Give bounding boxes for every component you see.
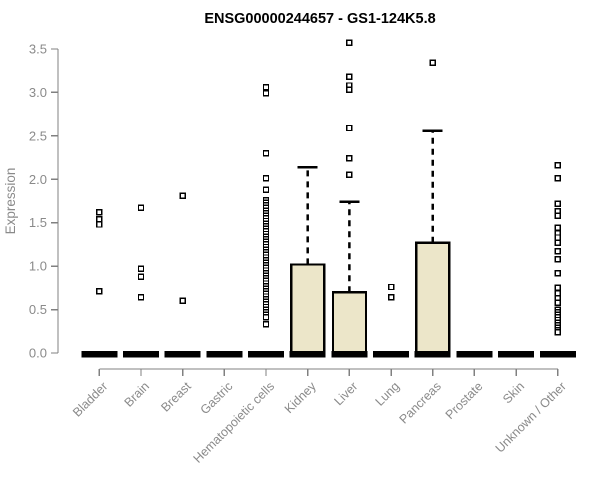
- y-tick-label: 1.5: [29, 215, 47, 230]
- x-category-label: Bladder: [70, 379, 110, 419]
- data-point: [96, 221, 103, 228]
- data-point: [137, 265, 145, 272]
- data-point: [346, 73, 353, 80]
- median-bar: [414, 351, 451, 358]
- median-bar: [373, 351, 410, 358]
- data-point: [262, 150, 270, 157]
- x-category-label: Kidney: [282, 379, 319, 416]
- data-point: [262, 175, 270, 182]
- data-point: [387, 294, 395, 301]
- data-point: [554, 299, 561, 306]
- box: [415, 241, 451, 355]
- median-bar: [164, 351, 201, 358]
- y-axis-title: Expression: [3, 168, 18, 235]
- data-point: [554, 289, 561, 297]
- data-point: [429, 59, 436, 67]
- data-point: [554, 234, 561, 241]
- data-point: [262, 314, 270, 321]
- data-point: [262, 90, 270, 97]
- data-point: [137, 294, 145, 301]
- median-bar: [456, 351, 493, 358]
- median-bar: [248, 351, 285, 358]
- data-point: [554, 255, 561, 263]
- x-category-label: Pancreas: [397, 379, 444, 426]
- y-tick-label: 0.0: [29, 346, 47, 361]
- data-point: [262, 84, 270, 91]
- data-point: [346, 155, 353, 162]
- y-tick-label: 3.5: [29, 42, 47, 57]
- data-point: [137, 204, 145, 212]
- median-bar: [122, 351, 159, 358]
- x-category-label: Lung: [373, 379, 403, 409]
- chart-title: ENSG00000244657 - GS1-124K5.8: [204, 11, 435, 27]
- y-tick-label: 2.0: [29, 172, 47, 187]
- data-point: [346, 86, 353, 94]
- data-point: [179, 192, 186, 199]
- data-point: [346, 171, 353, 179]
- y-tick-label: 1.0: [29, 259, 47, 274]
- box: [290, 263, 326, 355]
- data-point: [96, 288, 103, 295]
- x-category-label: Brain: [122, 379, 153, 410]
- data-point: [554, 175, 561, 182]
- y-tick-label: 3.0: [29, 85, 47, 100]
- y-tick-label: 0.5: [29, 302, 47, 317]
- x-category-label: Prostate: [443, 379, 486, 422]
- x-category-label: Unknown / Other: [493, 379, 569, 455]
- data-point: [554, 328, 561, 336]
- data-point: [137, 273, 145, 280]
- data-point: [96, 216, 103, 223]
- data-point: [554, 200, 561, 207]
- data-point: [554, 212, 561, 219]
- data-point: [554, 162, 561, 169]
- data-point: [554, 224, 561, 232]
- median-bar: [81, 351, 118, 358]
- data-point: [554, 269, 561, 277]
- axes: 0.0 0.5 1.0 1.5 2.0 2.5 3.0 3.5 Bladder Brain Brea…: [29, 42, 569, 466]
- x-category-label: Breast: [158, 379, 194, 415]
- x-category-label: Skin: [500, 379, 527, 406]
- data-point: [554, 284, 561, 292]
- box: [331, 291, 367, 355]
- data-point: [262, 186, 270, 193]
- data-point: [387, 283, 395, 291]
- median-bar: [539, 351, 576, 358]
- x-category-label: Gastric: [198, 379, 236, 417]
- data-point: [96, 209, 103, 216]
- data-point: [262, 321, 270, 328]
- median-bar: [498, 351, 535, 358]
- median-bar: [206, 351, 243, 358]
- y-tick-label: 2.5: [29, 128, 47, 143]
- x-category-label: Liver: [331, 379, 360, 408]
- data-point: [346, 124, 353, 132]
- data-point: [554, 239, 561, 246]
- plot-area: [81, 39, 576, 358]
- median-bar: [331, 351, 368, 358]
- x-category-label: Hematopoietic cells: [191, 379, 278, 466]
- data-point: [554, 248, 561, 255]
- data-point: [346, 39, 353, 47]
- data-point: [179, 297, 186, 305]
- median-bar: [289, 351, 326, 358]
